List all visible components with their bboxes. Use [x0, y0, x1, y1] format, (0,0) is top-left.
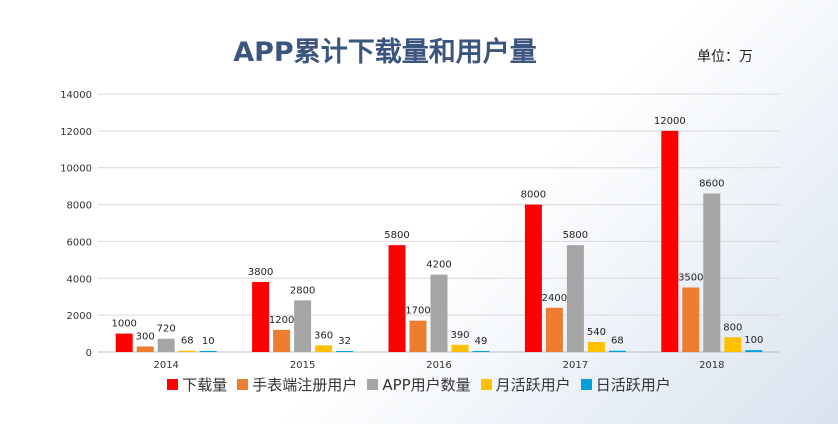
- y-tick-label: 6000: [67, 237, 92, 248]
- data-label: 720: [157, 324, 176, 335]
- data-label: 2800: [290, 285, 315, 296]
- y-tick-label: 10000: [60, 164, 92, 175]
- data-label: 2400: [542, 293, 567, 304]
- legend-swatch: [580, 379, 592, 390]
- data-label: 32: [338, 336, 351, 347]
- x-tick-label: 2015: [290, 360, 315, 371]
- data-label: 360: [314, 330, 333, 341]
- x-tick-label: 2016: [426, 360, 451, 371]
- legend-item: APP用户数量: [367, 374, 471, 395]
- legend-item: 日活跃用户: [580, 374, 671, 395]
- bar: [703, 193, 721, 352]
- legend-item: 月活跃用户: [480, 374, 571, 395]
- bar: [136, 346, 154, 352]
- data-label: 1200: [269, 315, 294, 326]
- x-axis-ticks: 2014 2015 2016 2017 2018: [153, 360, 724, 371]
- bar: [682, 287, 700, 352]
- legend-swatch: [480, 379, 492, 390]
- y-tick-label: 4000: [67, 274, 92, 285]
- data-label: 3500: [678, 273, 703, 284]
- bar: [451, 344, 469, 352]
- legend-swatch: [367, 379, 379, 390]
- bar: [587, 342, 605, 352]
- legend: 下载量 手表端注册用户 APP用户数量 月活跃用户 日活跃用户: [0, 374, 838, 395]
- y-tick-label: 12000: [60, 127, 92, 138]
- chart-title: APP累计下载量和用户量: [233, 37, 537, 68]
- data-label: 4200: [426, 260, 451, 271]
- data-label: 5800: [384, 230, 409, 241]
- y-axis-ticks: 0 2000 4000 6000 8000 10000 12000 14000: [60, 90, 92, 359]
- bar: [157, 338, 175, 352]
- legend-swatch: [167, 379, 179, 390]
- legend-swatch: [237, 379, 249, 390]
- data-label: 49: [475, 336, 488, 347]
- legend-item: 下载量: [167, 374, 227, 395]
- bar: [336, 351, 354, 352]
- data-label: 8000: [521, 190, 546, 201]
- legend-label: APP用户数量: [382, 376, 471, 394]
- bar: [545, 307, 563, 352]
- bar: [661, 130, 679, 352]
- data-label: 1700: [405, 306, 430, 317]
- bar: [315, 345, 333, 352]
- legend-item: 手表端注册用户: [237, 374, 357, 395]
- x-tick-label: 2017: [563, 360, 588, 371]
- bar: [178, 350, 196, 352]
- legend-label: 日活跃用户: [595, 376, 671, 394]
- bar: [199, 351, 217, 352]
- data-label: 68: [611, 336, 624, 347]
- y-tick-label: 14000: [60, 90, 92, 101]
- bar: [252, 281, 270, 352]
- bar: [566, 245, 584, 352]
- bar: [472, 351, 490, 352]
- data-label: 5800: [563, 230, 588, 241]
- bar: [294, 300, 312, 352]
- data-label: 800: [723, 322, 742, 333]
- data-label: 8600: [699, 179, 724, 190]
- data-label: 1000: [111, 319, 136, 330]
- x-tick-label: 2018: [699, 360, 724, 371]
- data-label: 68: [181, 336, 194, 347]
- y-tick-label: 2000: [67, 311, 92, 322]
- x-tick-label: 2014: [153, 360, 178, 371]
- y-tick-label: 8000: [67, 201, 92, 212]
- y-tick-label: 0: [86, 348, 92, 359]
- data-label: 390: [450, 330, 469, 341]
- data-label: 300: [136, 331, 155, 342]
- bar: [745, 350, 763, 352]
- bar: [115, 333, 133, 352]
- bar: [724, 337, 742, 352]
- unit-label: 单位：万: [697, 49, 753, 65]
- legend-label: 手表端注册用户: [252, 376, 358, 394]
- bar: [388, 245, 406, 352]
- bar: [608, 350, 626, 352]
- data-label: 10: [202, 336, 215, 347]
- bar: [409, 320, 427, 352]
- bar: [430, 274, 448, 352]
- data-label: 12000: [654, 116, 686, 127]
- data-label: 100: [744, 335, 763, 346]
- legend-label: 月活跃用户: [495, 376, 571, 394]
- data-label: 540: [587, 327, 606, 338]
- data-label: 3800: [248, 267, 273, 278]
- legend-label: 下载量: [182, 376, 228, 394]
- bar: [524, 204, 542, 352]
- bar: [273, 329, 291, 352]
